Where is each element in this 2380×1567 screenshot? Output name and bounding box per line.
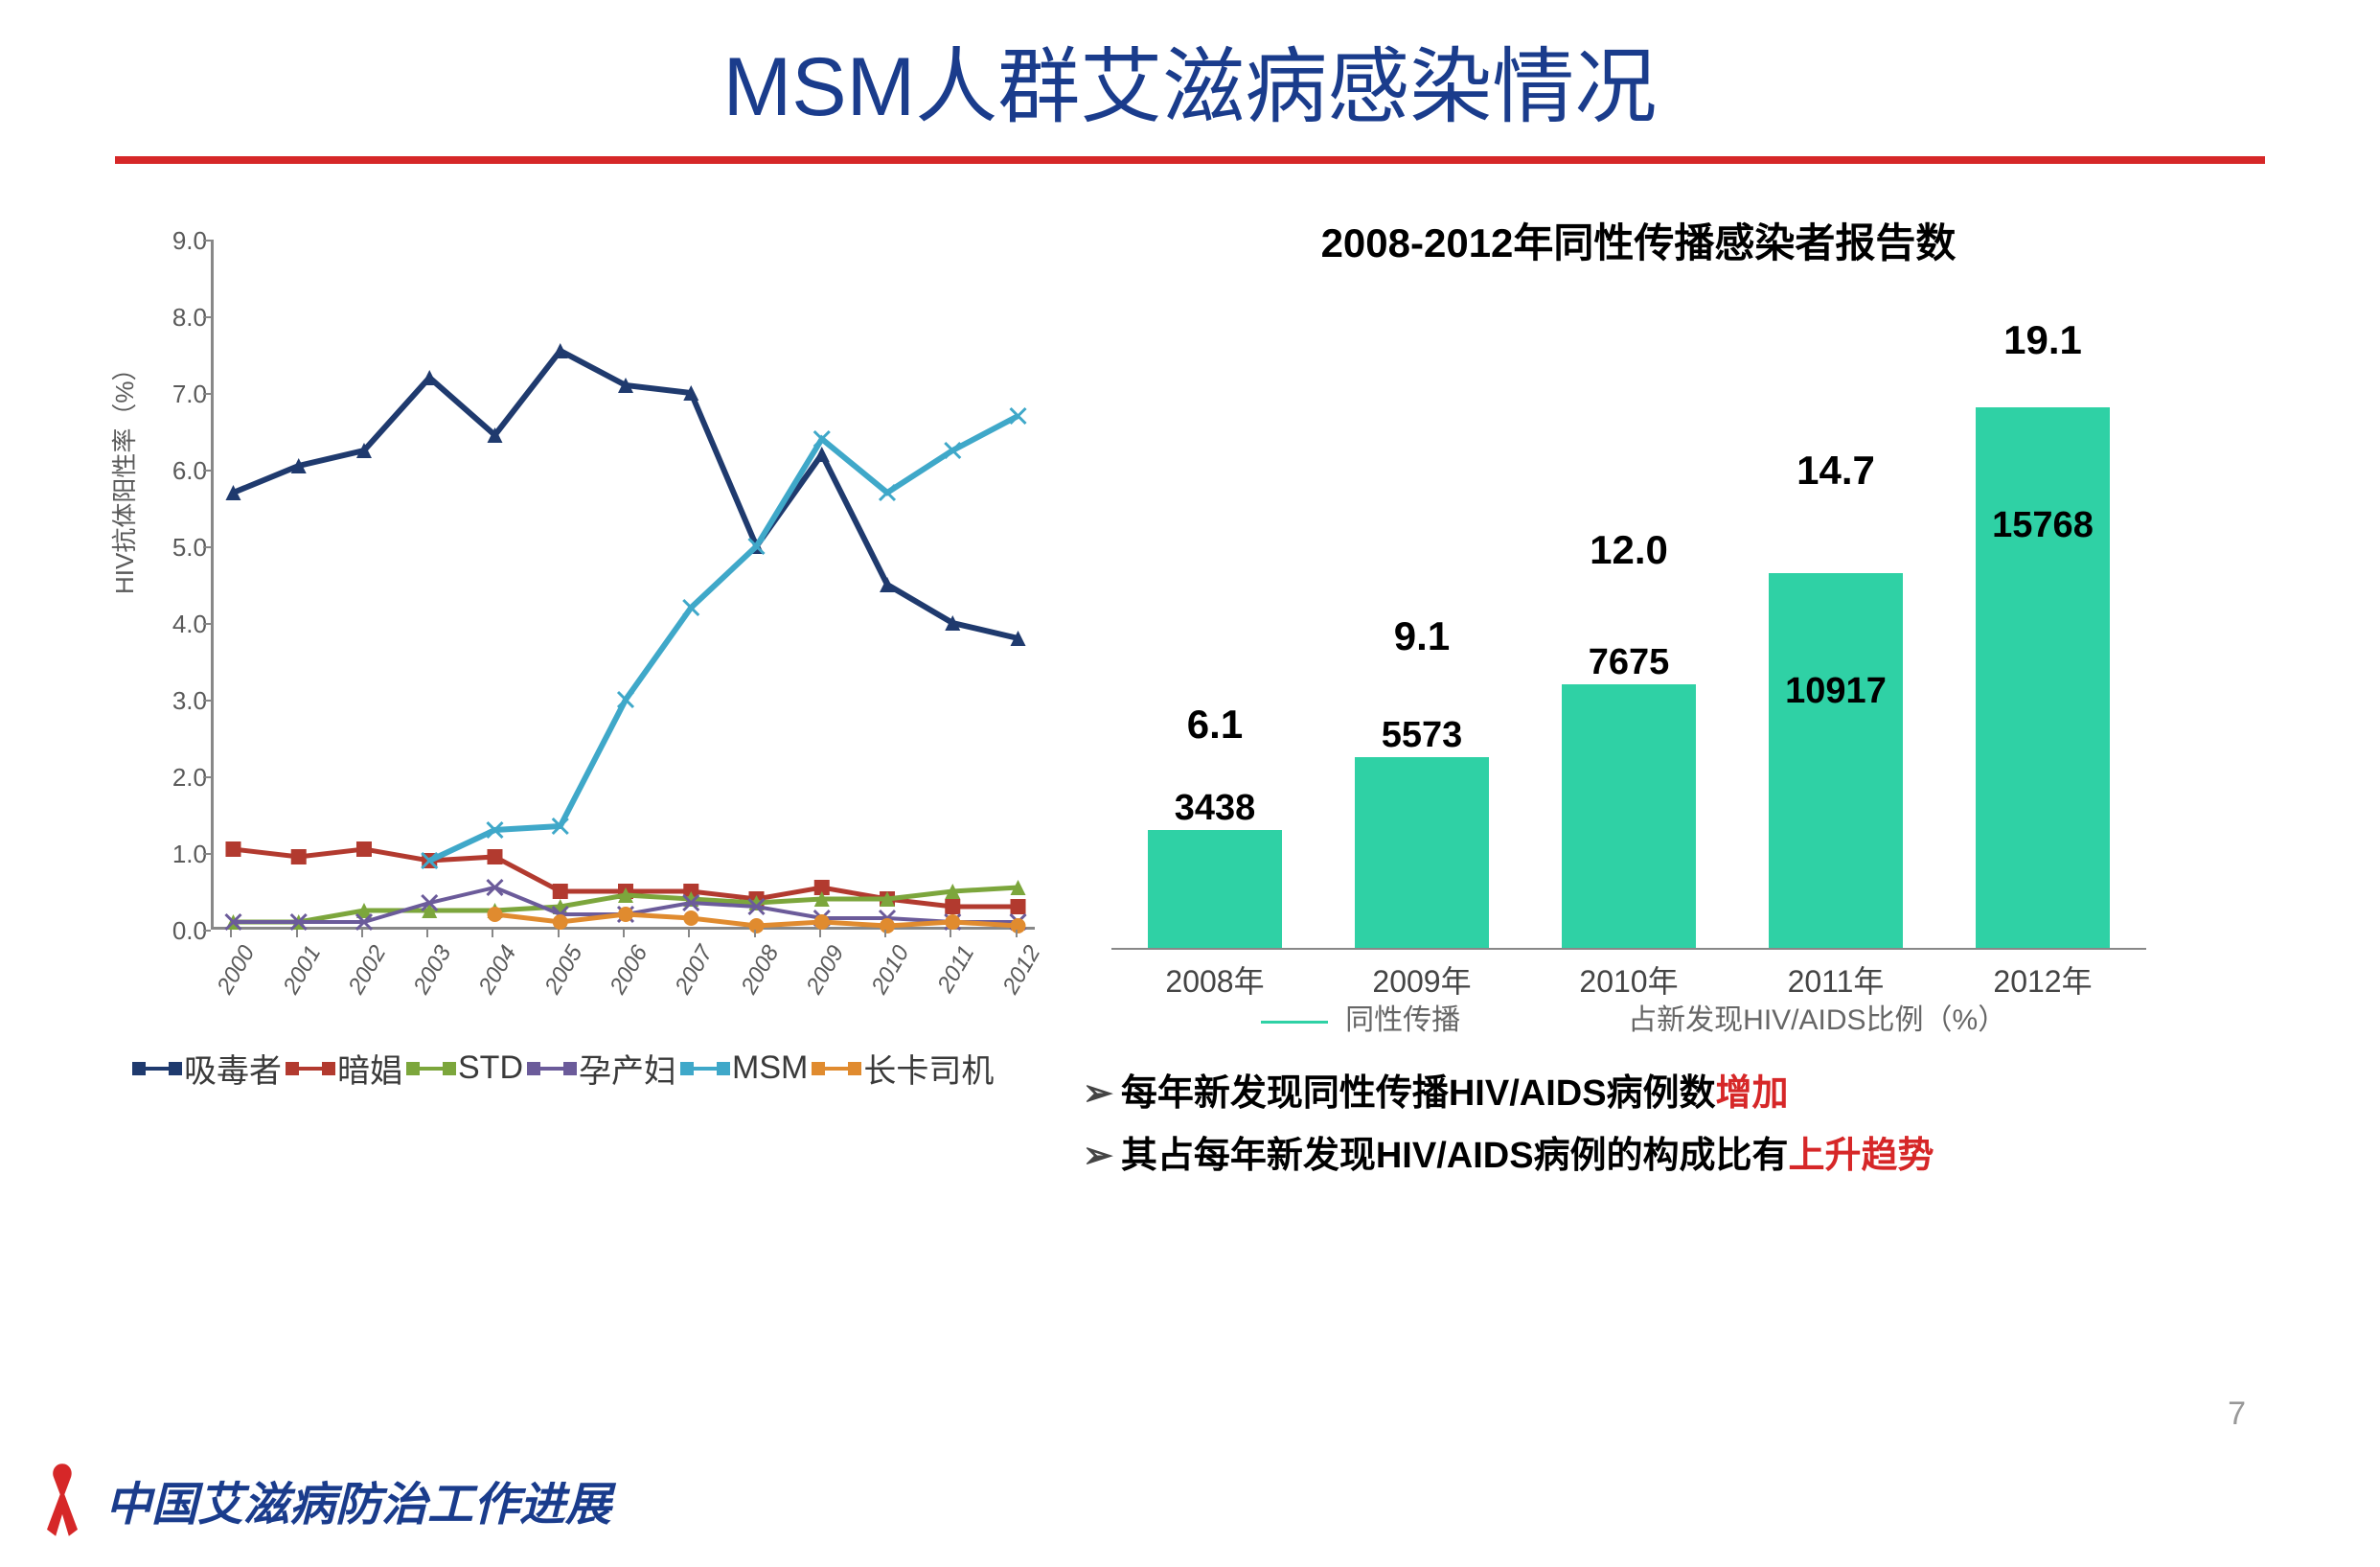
line-value-label: 9.1: [1316, 613, 1527, 659]
xtick-label: 2009: [798, 941, 850, 1004]
legend-swatch-line: [1544, 1021, 1611, 1024]
ytick-label: 7.0: [163, 380, 207, 409]
xtick-label: 2011: [928, 941, 980, 1004]
xtick-label: 2006: [602, 941, 653, 1004]
line-chart: HIV抗体阳性率（%） 0.01.02.03.04.05.06.07.08.09…: [115, 230, 1073, 1112]
ytick-label: 9.0: [163, 226, 207, 256]
ytick-label: 5.0: [163, 533, 207, 563]
xtick-label: 2007: [667, 941, 719, 1004]
ytick-label: 2.0: [163, 763, 207, 793]
line-chart-svg: [214, 240, 1038, 930]
ytick-label: 3.0: [163, 686, 207, 716]
ytick-label: 8.0: [163, 303, 207, 333]
bar: [1562, 684, 1696, 948]
legend-label: 暗娼: [337, 1045, 402, 1092]
legend-item: STD: [408, 1049, 523, 1087]
ytick-label: 4.0: [163, 610, 207, 639]
bar-value-label: 15768: [1937, 505, 2148, 546]
bar-chart-title: 2008-2012年同性传播感染者报告数: [1083, 211, 2194, 269]
legend-label: 长卡司机: [863, 1045, 994, 1092]
xtick-label: 2012: [995, 941, 1046, 1004]
bar: [1355, 757, 1489, 948]
xtick-label: 2003: [405, 941, 457, 1004]
bullet-item: ➢每年新发现同性传播HIV/AIDS病例数增加: [1083, 1063, 2194, 1125]
line-value-label: 14.7: [1730, 448, 1941, 494]
bullet-list: ➢每年新发现同性传播HIV/AIDS病例数增加➢其占每年新发现HIV/AIDS病…: [1083, 1063, 2194, 1187]
ytick-label: 1.0: [163, 840, 207, 869]
legend-item: MSM: [682, 1049, 808, 1087]
bar-chart-plot: 3438 6.15573 9.17675 12.0 10917 14.7 15768 19.1: [1111, 298, 2146, 950]
legend-label: 吸毒者: [184, 1045, 282, 1092]
legend-label-bar: 同性传播: [1345, 1004, 1460, 1036]
line-chart-ylabel: HIV抗体阳性率（%）: [105, 357, 141, 594]
ytick-label: 0.0: [163, 916, 207, 946]
bar-chart-legend: 同性传播 占新发现HIV/AIDS比例（%）: [1083, 996, 2175, 1038]
xtick-label: 2005: [537, 941, 588, 1004]
legend-item: 暗娼: [287, 1045, 402, 1092]
xtick-label: 2008: [733, 941, 785, 1004]
legend-swatch-bar: [1261, 1021, 1328, 1024]
bar: [1976, 407, 2110, 948]
left-panel: HIV抗体阳性率（%） 0.0 1.0 2.0 3.0 4.0 5.0 6.0 7.0 8.0 9…: [0, 192, 1073, 1187]
line-chart-legend: 吸毒者 暗娼 STD 孕产妇 MSM 长卡司机: [134, 1045, 1073, 1092]
line-value-label: 6.1: [1110, 702, 1320, 748]
bar-xtick-label: 2010年: [1523, 957, 1734, 1002]
legend-label: STD: [458, 1049, 523, 1087]
bar-xtick-label: 2008年: [1110, 957, 1320, 1002]
bar: [1148, 830, 1282, 948]
aids-ribbon-icon: [38, 1462, 86, 1538]
legend-label: MSM: [732, 1049, 808, 1087]
bar-xtick-label: 2012年: [1937, 957, 2148, 1002]
legend-item: 吸毒者: [134, 1045, 282, 1092]
right-panel: 2008-2012年同性传播感染者报告数 34386.155739.176751…: [1073, 192, 2300, 1187]
legend-item: 孕产妇: [529, 1045, 676, 1092]
legend-label: 孕产妇: [579, 1045, 676, 1092]
bar-value-label: 7675: [1523, 642, 1734, 683]
line-chart-plot: [211, 240, 1035, 930]
line-value-label: 12.0: [1523, 527, 1734, 573]
xtick-label: 2001: [275, 941, 327, 1004]
bar-value-label: 3438: [1110, 788, 1320, 829]
content-row: HIV抗体阳性率（%） 0.0 1.0 2.0 3.0 4.0 5.0 6.0 7.0 8.0 9…: [0, 192, 2380, 1187]
bar: [1769, 573, 1903, 948]
ytick-label: 6.0: [163, 456, 207, 486]
footer: 中国艾滋病防治工作进展: [38, 1462, 611, 1538]
xtick-label: 2000: [209, 941, 261, 1004]
footer-text: 中国艾滋病防治工作进展: [105, 1466, 611, 1533]
bar-value-label: 5573: [1316, 715, 1527, 756]
legend-item: 长卡司机: [813, 1045, 994, 1092]
bar-value-label: 10917: [1730, 671, 1941, 712]
title-underline: [115, 156, 2265, 164]
bar-xtick-label: 2009年: [1316, 957, 1527, 1002]
page-number: 7: [2228, 1395, 2246, 1433]
bar-xtick-label: 2011年: [1730, 957, 1941, 1002]
xtick-label: 2004: [470, 941, 522, 1004]
slide-title: MSM人群艾滋病感染情况: [0, 0, 2380, 139]
bar-chart: 3438 6.15573 9.17675 12.0 10917 14.7 15768 19.1…: [1083, 298, 2175, 1026]
bullet-item: ➢其占每年新发现HIV/AIDS病例的构成比有上升趋势: [1083, 1125, 2194, 1187]
legend-label-line: 占新发现HIV/AIDS比例（%）: [1628, 1004, 2006, 1036]
xtick-label: 2002: [340, 941, 392, 1004]
line-value-label: 19.1: [1937, 317, 2148, 363]
xtick-label: 2010: [863, 941, 915, 1004]
